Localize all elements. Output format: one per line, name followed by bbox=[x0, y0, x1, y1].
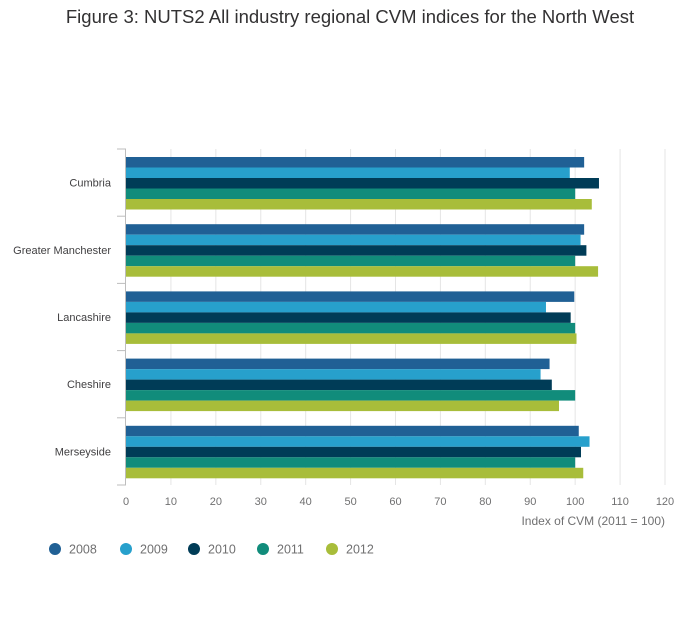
bar-2011-cheshire bbox=[126, 390, 576, 401]
bar-2012-merseyside bbox=[126, 467, 584, 479]
bar-2008-merseyside bbox=[126, 425, 579, 437]
category-label: Lancashire bbox=[57, 312, 111, 324]
legend-label-2011: 2011 bbox=[277, 543, 304, 557]
bar-2008-greater-manchester bbox=[126, 224, 585, 235]
x-axis-title: Index of CVM (2011 = 100) bbox=[521, 514, 665, 528]
bar-2010-cheshire bbox=[126, 379, 552, 391]
x-tick-label: 10 bbox=[165, 496, 177, 508]
bar-2010-lancashire bbox=[126, 312, 571, 323]
chart-title: Figure 3: NUTS2 All industry regional CV… bbox=[65, 6, 635, 27]
x-tick-label: 50 bbox=[344, 496, 356, 508]
bar-2009-merseyside bbox=[126, 436, 590, 447]
x-tick-label: 100 bbox=[566, 496, 584, 508]
bar-2011-cumbria bbox=[126, 188, 576, 199]
x-tick-label: 60 bbox=[389, 496, 401, 508]
legend-swatch-2012 bbox=[326, 543, 338, 555]
legend-label-2008: 2008 bbox=[69, 543, 97, 557]
legend-swatch-2009 bbox=[120, 543, 132, 555]
legend-label-2010: 2010 bbox=[208, 543, 236, 557]
bar-2012-cumbria bbox=[126, 199, 592, 210]
bar-2008-lancashire bbox=[126, 291, 575, 302]
bar-2009-cumbria bbox=[126, 167, 570, 178]
x-tick-label: 110 bbox=[611, 496, 629, 508]
category-label: Merseyside bbox=[55, 446, 111, 458]
category-label: Cheshire bbox=[67, 379, 111, 391]
x-tick-label: 120 bbox=[656, 496, 674, 508]
legend-swatch-2011 bbox=[257, 543, 269, 555]
bar-2010-greater-manchester bbox=[126, 245, 587, 256]
x-tick-label: 70 bbox=[434, 496, 446, 508]
bar-2009-greater-manchester bbox=[126, 234, 581, 246]
category-label: Cumbria bbox=[69, 178, 111, 190]
axes: 0 10 20 30 40 50 60 70 80 90 100 110 120 Cumbria Great… bbox=[13, 148, 674, 508]
bar-2010-cumbria bbox=[126, 178, 599, 189]
bar-2012-cheshire bbox=[126, 400, 559, 412]
bar-2011-merseyside bbox=[126, 457, 576, 468]
bar-2008-cumbria bbox=[126, 157, 585, 168]
x-tick-label: 80 bbox=[479, 496, 491, 508]
x-tick-label: 30 bbox=[255, 496, 267, 508]
bar-2011-lancashire bbox=[126, 322, 576, 334]
legend: 2008 2009 2010 2011 2012 bbox=[49, 543, 374, 557]
bar-2009-lancashire bbox=[126, 301, 546, 313]
bar-2011-greater-manchester bbox=[126, 255, 576, 267]
x-tick-label: 90 bbox=[524, 496, 536, 508]
x-tick-label: 0 bbox=[123, 496, 129, 508]
bar-2010-merseyside bbox=[126, 446, 582, 458]
bar-2008-cheshire bbox=[126, 358, 550, 370]
category-label: Greater Manchester bbox=[13, 245, 111, 257]
legend-label-2009: 2009 bbox=[140, 543, 168, 557]
bars bbox=[126, 157, 599, 479]
bar-2009-cheshire bbox=[126, 369, 541, 380]
bar-2012-greater-manchester bbox=[126, 266, 599, 277]
bar-2012-lancashire bbox=[126, 333, 577, 344]
legend-swatch-2010 bbox=[188, 543, 200, 555]
x-tick-label: 20 bbox=[210, 496, 222, 508]
legend-label-2012: 2012 bbox=[346, 543, 374, 557]
x-tick-label: 40 bbox=[300, 496, 312, 508]
legend-swatch-2008 bbox=[49, 543, 61, 555]
